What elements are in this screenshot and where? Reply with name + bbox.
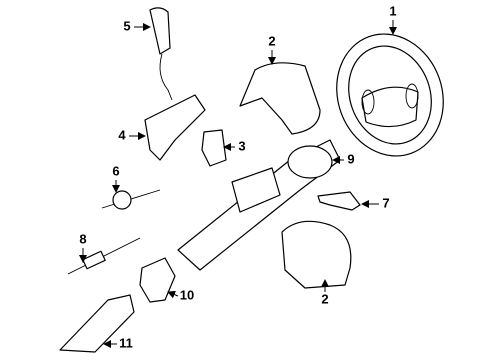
leader-line (167, 290, 179, 299)
steering-wheel (336, 33, 444, 157)
callout-label: 11 (119, 335, 133, 350)
lower-cover (281, 220, 352, 289)
callout-label: 5 (123, 18, 130, 33)
switch (201, 129, 227, 167)
callout-label: 3 (238, 138, 245, 153)
callout-label: 8 (79, 231, 86, 246)
shift-lever (149, 7, 173, 101)
callout-label: 6 (112, 163, 119, 178)
column-bracket (317, 191, 361, 211)
upper-cover (239, 62, 321, 135)
intermediate-shaft (101, 189, 161, 210)
callout-label: 4 (118, 127, 126, 142)
callout-label: 7 (382, 195, 389, 210)
callout-label: 9 (347, 151, 354, 166)
callout-label: 1 (389, 3, 396, 18)
callout-label: 2 (268, 33, 275, 48)
callout-label: 10 (180, 287, 194, 302)
callout-label: 2 (321, 291, 328, 306)
shaft-boot (59, 294, 135, 353)
lower-shaft (67, 237, 141, 275)
lock-housing (139, 257, 176, 303)
shift-bracket (144, 94, 206, 161)
